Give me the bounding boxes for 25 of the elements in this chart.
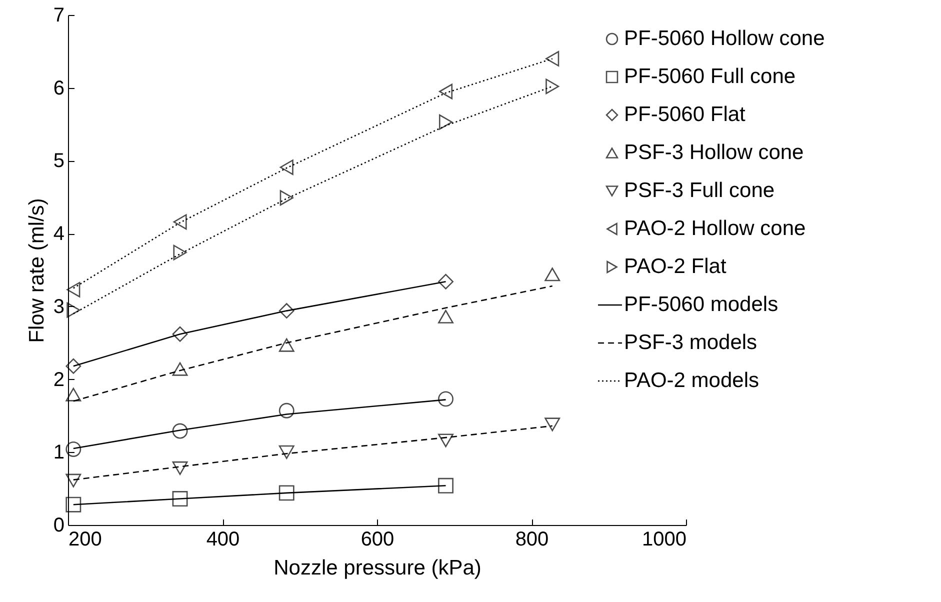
legend-label: PSF-3 Hollow cone <box>624 141 804 164</box>
legend-label: PF-5060 Hollow cone <box>624 27 825 50</box>
legend-label: PF-5060 Flat <box>624 103 746 126</box>
y-tick-label: 3 <box>53 296 64 318</box>
x-tick-label: 600 <box>360 528 394 550</box>
y-tick-label: 2 <box>53 368 64 391</box>
x-tick-label: 200 <box>68 528 102 550</box>
legend-label: PF-5060 Full cone <box>624 65 796 88</box>
legend-label: PAO-2 Flat <box>624 255 726 278</box>
legend-label: PAO-2 Hollow cone <box>624 217 806 240</box>
y-tick-label: 1 <box>53 442 64 464</box>
y-axis-title: Flow rate (ml/s) <box>25 198 48 343</box>
y-tick-label: 4 <box>53 223 64 246</box>
x-tick-label: 400 <box>206 528 240 550</box>
x-axis-title: Nozzle pressure (kPa) <box>274 556 482 580</box>
legend-label: PSF-3 models <box>624 331 758 354</box>
x-tick-label: 800 <box>515 528 549 550</box>
y-tick-label: 5 <box>53 150 64 172</box>
x-tick-label: 1000 <box>642 528 686 550</box>
legend-label: PF-5060 models <box>624 293 778 316</box>
y-tick-label: 0 <box>53 514 64 536</box>
legend-label: PAO-2 models <box>624 369 759 392</box>
y-tick-label: 7 <box>53 4 64 26</box>
legend-label: PSF-3 Full cone <box>624 179 775 202</box>
y-tick-label: 6 <box>53 77 64 100</box>
